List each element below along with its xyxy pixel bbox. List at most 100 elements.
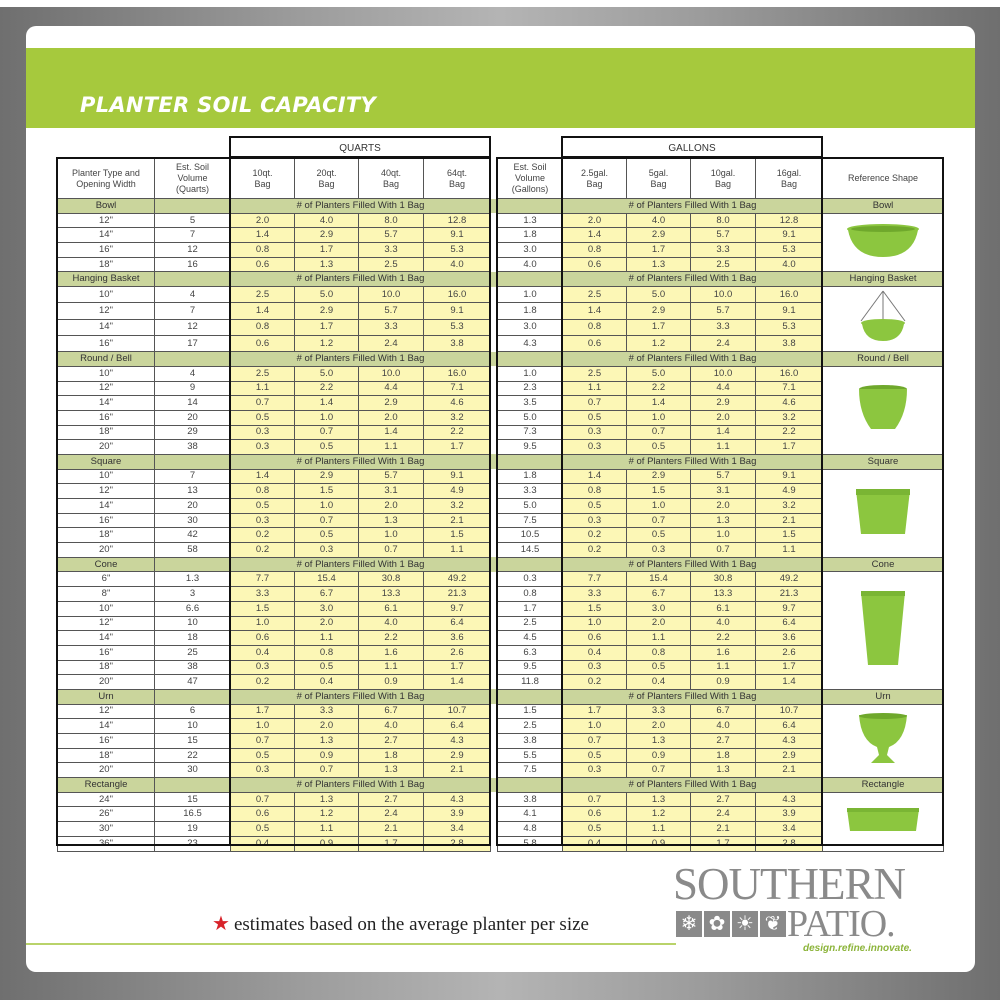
bags-2-5gal: 3.3 <box>562 586 627 602</box>
bags-40qt: 2.7 <box>358 733 424 749</box>
section-blank <box>497 556 563 573</box>
reference-shape-image <box>822 365 944 455</box>
bags-10qt: 0.6 <box>230 334 295 353</box>
top-strip <box>0 0 1000 7</box>
soil-volume-quarts: 38 <box>154 439 231 455</box>
bags-16gal: 4.3 <box>755 733 823 749</box>
table-row: 18" 42 0.2 0.5 1.0 1.5 10.5 0.2 0.5 1.0 1.5 <box>57 527 944 544</box>
column-gap <box>490 242 498 258</box>
column-gap <box>490 542 498 558</box>
bags-40qt: 30.8 <box>358 571 424 588</box>
bags-40qt: 2.1 <box>358 821 424 837</box>
bags-10qt: 0.3 <box>230 512 295 529</box>
bags-16gal: 6.4 <box>755 615 823 632</box>
soil-volume-quarts: 38 <box>154 659 231 676</box>
soil-volume-quarts: 16.5 <box>154 806 231 823</box>
bags-40qt: 1.1 <box>358 659 424 676</box>
bags-40qt: 1.6 <box>358 644 424 661</box>
bags-16gal: 1.7 <box>755 439 823 455</box>
bags-64qt: 4.3 <box>423 791 491 808</box>
soil-volume-gallons: 0.3 <box>497 571 563 588</box>
opening-width: 10" <box>57 365 155 382</box>
bags-64qt: 3.9 <box>423 806 491 823</box>
bags-2-5gal: 0.4 <box>562 644 627 661</box>
bags-10gal: 2.0 <box>690 409 756 426</box>
bags-10qt: 0.5 <box>230 409 295 426</box>
bags-10gal: 2.9 <box>690 395 756 411</box>
column-gap <box>490 586 498 602</box>
column-gap <box>490 689 498 705</box>
bags-10gal: 3.3 <box>690 318 756 336</box>
bags-16gal: 1.7 <box>755 659 823 676</box>
bags-40qt: 2.5 <box>358 256 424 273</box>
column-gap <box>490 198 498 214</box>
column-gap <box>490 335 498 352</box>
soil-volume-quarts: 25 <box>154 644 231 661</box>
bags-16gal: 3.2 <box>755 409 823 426</box>
bags-16gal: 21.3 <box>755 586 823 602</box>
bags-2-5gal: 0.6 <box>562 334 627 353</box>
bags-10gal: 0.9 <box>690 674 756 690</box>
bags-20qt: 1.3 <box>294 791 359 808</box>
column-gap <box>490 762 498 778</box>
bags-20qt: 1.1 <box>294 630 359 646</box>
bags-10qt: 1.0 <box>230 615 295 632</box>
bags-5gal: 5.0 <box>626 365 691 382</box>
bags-20qt: 0.7 <box>294 512 359 529</box>
soil-volume-gallons: 2.3 <box>497 380 563 397</box>
column-header: 40qt. Bag <box>358 158 424 199</box>
column-gap <box>490 454 498 470</box>
soil-volume-quarts: 15 <box>154 733 231 749</box>
section-note-quarts: # of Planters Filled With 1 Bag <box>230 688 491 705</box>
bags-5gal: 0.3 <box>626 542 691 558</box>
bags-20qt: 0.9 <box>294 747 359 764</box>
table-row: 10" 4 2.5 5.0 10.0 16.0 1.0 2.5 5.0 10.0 16.0 <box>57 286 944 353</box>
bags-2-5gal: 0.5 <box>562 747 627 764</box>
soil-volume-gallons: 5.0 <box>497 409 563 426</box>
footer-note: ★ estimates based on the average planter … <box>212 913 589 936</box>
bags-5gal: 1.2 <box>626 334 691 353</box>
section-name: Rectangle <box>57 777 155 793</box>
opening-width: 30" <box>57 821 155 837</box>
bags-10gal: 1.0 <box>690 527 756 544</box>
bags-16gal: 3.6 <box>755 630 823 646</box>
opening-width: 18" <box>57 256 155 273</box>
column-gap <box>490 748 498 763</box>
bags-2-5gal: 1.7 <box>562 703 627 720</box>
logo-tagline: design.refine.innovate. <box>803 943 912 954</box>
bags-10qt: 0.5 <box>230 747 295 764</box>
bags-5gal: 2.2 <box>626 380 691 397</box>
bags-20qt: 5.0 <box>294 365 359 382</box>
section-blank <box>497 453 563 470</box>
soil-volume-gallons: 4.0 <box>497 256 563 273</box>
table-row: 12" 5 2.0 4.0 8.0 12.8 1.3 2.0 4.0 8.0 12.8 <box>57 212 944 273</box>
bags-5gal: 2.0 <box>626 615 691 632</box>
column-gap <box>490 660 498 675</box>
bags-40qt: 3.1 <box>358 483 424 499</box>
bags-10gal: 2.4 <box>690 806 756 823</box>
soil-volume-gallons: 2.5 <box>497 615 563 632</box>
bags-10gal: 6.1 <box>690 600 756 617</box>
column-header-row: Planter Type and Opening Width Est. Soil … <box>57 158 944 199</box>
bags-10gal: 1.8 <box>690 747 756 764</box>
table-row: 30" 19 0.5 1.1 2.1 3.4 4.8 0.5 1.1 2.1 3.4 <box>57 821 944 837</box>
bags-20qt: 4.0 <box>294 212 359 229</box>
bags-5gal: 1.7 <box>626 242 691 258</box>
reference-shape-image <box>822 571 944 690</box>
bags-64qt: 4.6 <box>423 395 491 411</box>
column-header: Planter Type and Opening Width <box>57 158 155 199</box>
section-note-gallons: # of Planters Filled With 1 Bag <box>562 556 823 573</box>
bags-20qt: 0.5 <box>294 439 359 455</box>
bags-10qt: 0.3 <box>230 439 295 455</box>
soil-volume-gallons: 1.0 <box>497 286 563 304</box>
bags-10qt: 0.3 <box>230 762 295 779</box>
bags-16gal: 10.7 <box>755 703 823 720</box>
reference-shape-label: Cone <box>822 556 944 573</box>
table-row: 20" 30 0.3 0.7 1.3 2.1 7.5 0.3 0.7 1.3 2.1 <box>57 762 944 779</box>
bags-64qt: 9.1 <box>423 468 491 485</box>
bags-20qt: 1.0 <box>294 409 359 426</box>
bags-40qt: 8.0 <box>358 212 424 229</box>
soil-volume-quarts: 6.6 <box>154 600 231 617</box>
opening-width: 14" <box>57 395 155 411</box>
opening-width: 18" <box>57 747 155 764</box>
